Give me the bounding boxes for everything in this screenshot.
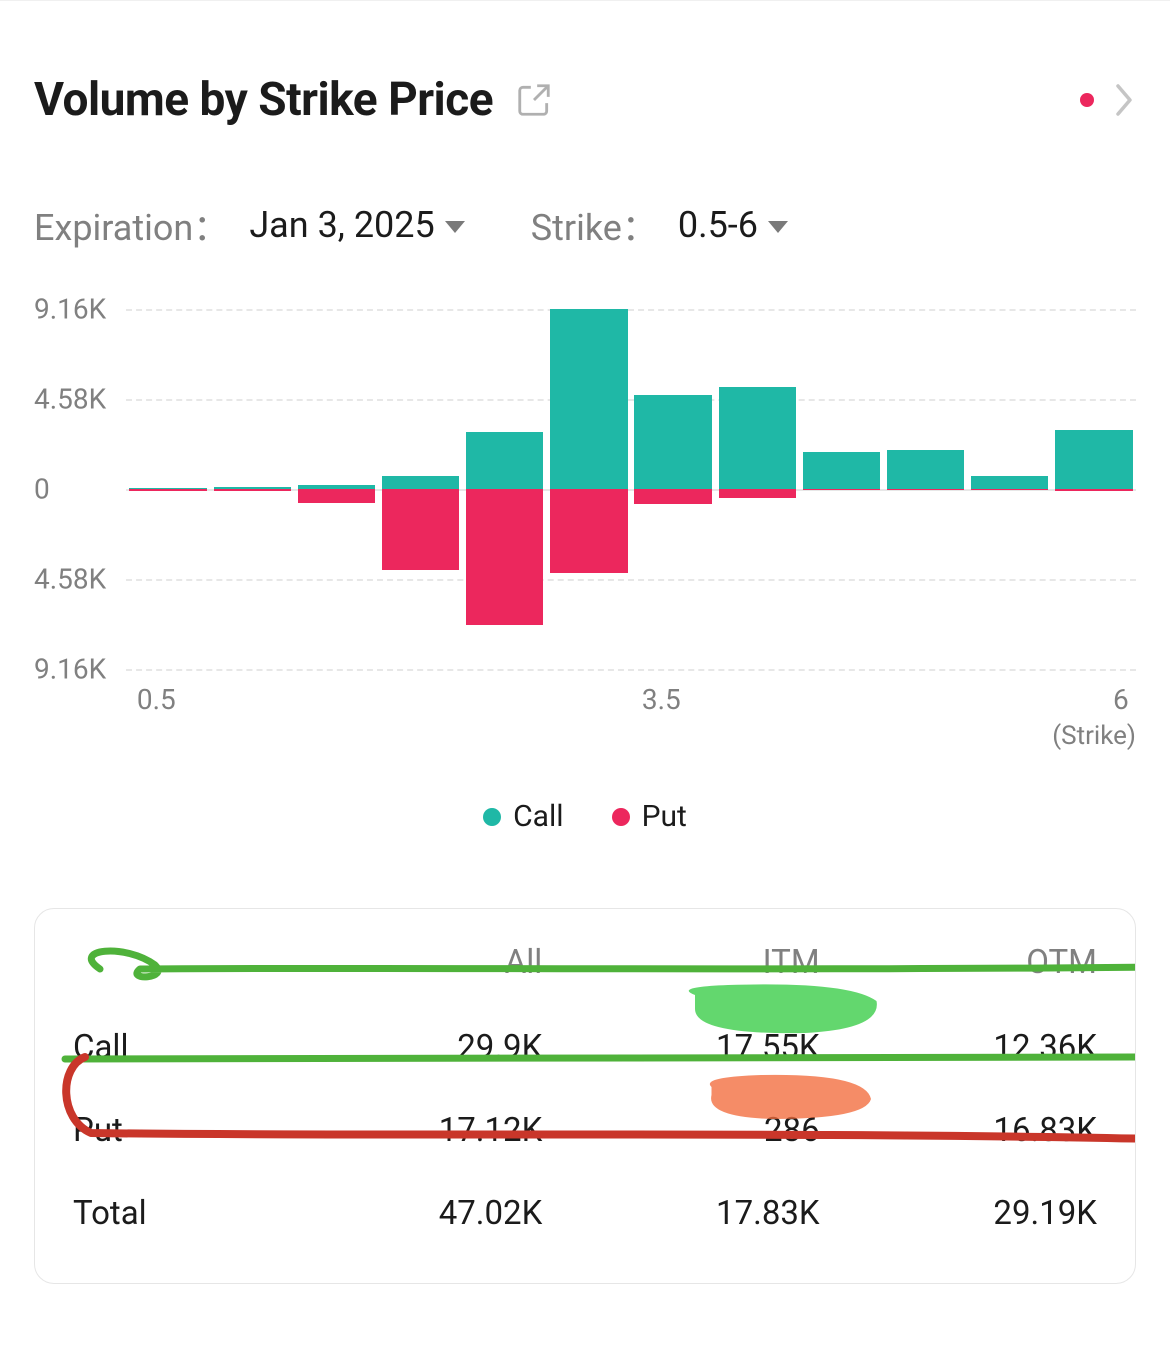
header: Volume by Strike Price — [34, 1, 1136, 127]
x-axis: (Strike) 0.5 3.5 6 — [126, 669, 1136, 761]
share-icon[interactable] — [515, 81, 553, 119]
bar-slot — [968, 309, 1052, 669]
y-tick-label: 4.58K — [34, 383, 106, 416]
y-tick-label: 9.16K — [34, 653, 106, 686]
call-bar[interactable] — [803, 452, 880, 489]
x-tick-label: 3.5 — [642, 683, 681, 716]
x-tick-label: 6 — [1113, 683, 1129, 716]
put-bar[interactable] — [382, 489, 459, 570]
title-block: Volume by Strike Price — [34, 73, 553, 127]
table-header-cell — [65, 931, 273, 1006]
status-dot-icon — [1080, 93, 1094, 107]
call-bar[interactable] — [971, 476, 1048, 489]
value-cell: 29.19K — [828, 1172, 1105, 1255]
value-cell: 286 — [550, 1089, 827, 1172]
call-bar[interactable] — [634, 395, 711, 489]
value-cell: 16.83K — [828, 1089, 1105, 1172]
put-bar[interactable] — [550, 489, 627, 573]
value-cell: 47.02K — [273, 1172, 550, 1255]
call-bar[interactable] — [887, 450, 964, 489]
volume-by-strike-chart: 9.16K4.58K04.58K9.16K (Strike) 0.53.56 — [34, 309, 1136, 761]
bar-slot — [884, 309, 968, 669]
value-cell: 12.36K — [828, 1006, 1105, 1089]
call-bar[interactable] — [382, 476, 459, 489]
header-actions — [1080, 80, 1136, 120]
row-label-cell: Call — [65, 1006, 273, 1089]
caret-down-icon — [768, 221, 788, 233]
bar-slot — [799, 309, 883, 669]
put-bar[interactable] — [466, 489, 543, 625]
legend-item[interactable]: Call — [483, 799, 563, 834]
chart-legend: Call Put — [34, 799, 1136, 834]
expiration-value: Jan 3, 2025 — [249, 204, 464, 246]
legend-swatch-icon — [612, 808, 630, 826]
bar-slot — [210, 309, 294, 669]
y-axis: 9.16K4.58K04.58K9.16K — [34, 309, 126, 669]
chart-plot — [126, 309, 1136, 669]
caret-down-icon — [445, 221, 465, 233]
put-bar[interactable] — [298, 489, 375, 503]
table-header-row: AllITMOTM — [65, 931, 1105, 1006]
put-bar[interactable] — [887, 489, 964, 490]
value-cell: 29.9K — [273, 1006, 550, 1089]
bar-slot — [547, 309, 631, 669]
put-bar[interactable] — [634, 489, 711, 504]
value-cell: 17.83K — [550, 1172, 827, 1255]
call-bar[interactable] — [550, 309, 627, 489]
put-bar[interactable] — [1055, 489, 1132, 491]
legend-item[interactable]: Put — [612, 799, 687, 834]
x-tick-label: 0.5 — [137, 683, 176, 716]
table-header-cell: All — [273, 931, 550, 1006]
call-bar[interactable] — [1055, 430, 1132, 489]
legend-label: Put — [642, 799, 687, 834]
bar-slot — [294, 309, 378, 669]
put-bar[interactable] — [971, 489, 1048, 490]
bars-container — [126, 309, 1136, 669]
summary-table: AllITMOTMCall29.9K17.55K12.36KPut17.12K2… — [34, 908, 1136, 1284]
bar-slot — [631, 309, 715, 669]
x-axis-title: (Strike) — [1052, 721, 1136, 751]
bar-slot — [463, 309, 547, 669]
value-cell: 17.55K — [550, 1006, 827, 1089]
table-header-cell: ITM — [550, 931, 827, 1006]
call-bar[interactable] — [466, 432, 543, 489]
legend-swatch-icon — [483, 808, 501, 826]
y-tick-label: 4.58K — [34, 563, 106, 596]
put-bar[interactable] — [129, 489, 206, 491]
table-row: Put17.12K28616.83K — [65, 1089, 1105, 1172]
y-tick-label: 9.16K — [34, 293, 106, 326]
chevron-right-icon[interactable] — [1112, 80, 1136, 120]
bar-slot — [1052, 309, 1136, 669]
row-label-cell: Total — [65, 1172, 273, 1255]
put-bar[interactable] — [803, 489, 880, 490]
table-header-cell: OTM — [828, 931, 1105, 1006]
legend-label: Call — [513, 799, 563, 834]
y-tick-label: 0 — [34, 473, 50, 506]
bar-slot — [715, 309, 799, 669]
call-bar[interactable] — [719, 387, 796, 489]
put-bar[interactable] — [214, 489, 291, 491]
strike-filter[interactable]: Strike： 0.5-6 — [531, 199, 788, 251]
value-cell: 17.12K — [273, 1089, 550, 1172]
expiration-label: Expiration： — [34, 199, 229, 251]
expiration-filter[interactable]: Expiration： Jan 3, 2025 — [34, 199, 465, 251]
summary-table-grid: AllITMOTMCall29.9K17.55K12.36KPut17.12K2… — [65, 931, 1105, 1255]
put-bar[interactable] — [719, 489, 796, 498]
strike-label: Strike： — [531, 199, 658, 251]
strike-value: 0.5-6 — [678, 204, 788, 246]
table-row: Total47.02K17.83K29.19K — [65, 1172, 1105, 1255]
row-label-cell: Put — [65, 1089, 273, 1172]
page-title: Volume by Strike Price — [34, 73, 493, 127]
filter-bar: Expiration： Jan 3, 2025 Strike： 0.5-6 — [34, 199, 1136, 251]
table-row: Call29.9K17.55K12.36K — [65, 1006, 1105, 1089]
bar-slot — [379, 309, 463, 669]
bar-slot — [126, 309, 210, 669]
